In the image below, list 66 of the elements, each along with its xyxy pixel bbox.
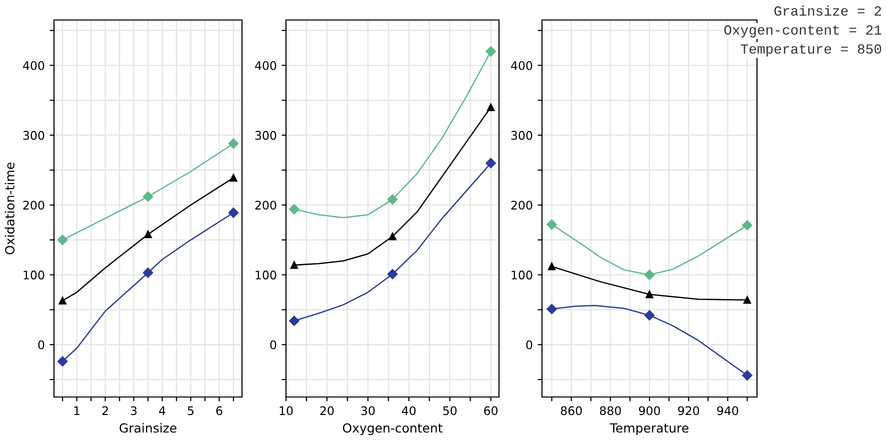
point [546, 304, 557, 314]
point [57, 234, 68, 246]
point [57, 356, 68, 367]
point [228, 138, 239, 149]
point [387, 194, 398, 205]
point [228, 208, 239, 218]
x-tick-label: 920 [678, 406, 700, 416]
x-tick-label: 60 [484, 406, 498, 416]
y-tick-label: 400 [23, 61, 44, 70]
annotation: Temperature = 850 [740, 44, 882, 56]
y-tick-label: 0 [270, 340, 276, 350]
x-tick-label: 5 [188, 406, 194, 416]
x-tick-label: 1 [74, 406, 80, 415]
y-tick-label: 200 [23, 200, 44, 210]
x-tick-label: 940 [717, 406, 738, 416]
annotation: Oxygen-content = 21 [724, 25, 882, 38]
x-tick-label: 50 [443, 406, 457, 416]
text: Grainsize = 2 [774, 6, 882, 16]
y-tick-label: 400 [255, 61, 276, 70]
x-tick-label: 900 [638, 406, 660, 416]
x-tick-label: 860 [560, 406, 582, 416]
point [548, 262, 556, 270]
point [646, 290, 654, 298]
x-axis-title: Temperature [610, 423, 688, 436]
y-tick-label: 200 [255, 200, 276, 210]
y-tick-label: 300 [23, 130, 44, 140]
point [644, 310, 655, 320]
point [486, 103, 495, 112]
y-tick-label: 100 [24, 270, 44, 280]
x-tick-label: 3 [130, 406, 137, 416]
x-axis-title: Oxygen-content [342, 423, 442, 436]
point [486, 158, 496, 168]
y-tick-label: 0 [38, 340, 44, 350]
point [388, 232, 396, 240]
point [743, 296, 752, 304]
point [290, 261, 298, 269]
x-tick-label: 880 [600, 406, 621, 416]
point [742, 220, 752, 230]
point [546, 219, 557, 230]
point [289, 204, 300, 214]
point [742, 370, 752, 380]
x-tick-label: 2 [102, 406, 108, 415]
y-tick-label: 100 [512, 270, 532, 280]
point [142, 192, 154, 202]
point [230, 174, 238, 182]
y-axis-title: Oxidation-time [4, 162, 14, 254]
x-tick-label: 4 [159, 406, 166, 415]
y-tick-label: 300 [511, 130, 532, 140]
y-tick-label: 400 [511, 61, 532, 70]
point [289, 316, 300, 326]
x-tick-label: 40 [402, 406, 416, 416]
point [644, 270, 655, 280]
point [486, 46, 496, 57]
y-tick-label: 200 [511, 200, 532, 210]
point [387, 269, 398, 280]
y-tick-label: 300 [255, 130, 276, 140]
x-tick-label: 6 [216, 406, 222, 416]
x-tick-label: 30 [361, 406, 375, 416]
point [58, 296, 66, 304]
y-tick-label: 0 [526, 340, 532, 350]
x-tick-label: 10 [280, 406, 293, 416]
x-tick-label: 20 [320, 406, 334, 416]
point [144, 230, 152, 238]
point [142, 268, 154, 278]
x-axis-title: Grainsize [120, 423, 176, 433]
y-tick-label: 100 [256, 270, 276, 280]
